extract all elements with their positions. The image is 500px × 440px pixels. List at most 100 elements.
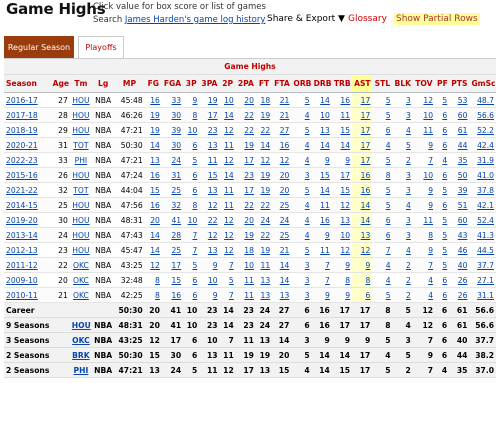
- cell-pf[interactable]: 5: [435, 257, 450, 273]
- cell-season[interactable]: 2022-23: [4, 152, 51, 168]
- cell-2pa[interactable]: 23: [235, 167, 256, 183]
- cell-3p[interactable]: 7: [183, 227, 200, 243]
- cell-ft[interactable]: 11: [255, 257, 273, 273]
- cell-stl[interactable]: 5: [372, 152, 393, 168]
- cell-drb[interactable]: 14: [311, 92, 332, 108]
- column-header-fta[interactable]: FTA: [272, 74, 292, 93]
- cell-stl[interactable]: 5: [372, 107, 393, 123]
- cell-orb[interactable]: 5: [291, 242, 312, 258]
- cell-trb[interactable]: 15: [331, 182, 353, 198]
- column-header-drb[interactable]: DRB: [311, 74, 332, 93]
- cell-gmsc[interactable]: 44.5: [469, 242, 496, 258]
- cell-pts[interactable]: 39: [449, 182, 470, 198]
- cell-tov[interactable]: 4: [412, 287, 436, 303]
- cell-fg[interactable]: 14: [144, 137, 162, 153]
- cell-fg[interactable]: 13: [144, 152, 162, 168]
- cell-fta[interactable]: 21: [272, 107, 292, 123]
- column-header-ast[interactable]: AST ▼: [352, 74, 373, 93]
- summary-cell-tm[interactable]: HOU: [69, 317, 93, 333]
- cell-ast[interactable]: 13: [352, 227, 373, 243]
- cell-ft[interactable]: 19: [255, 242, 273, 258]
- cell-fta[interactable]: 24: [272, 212, 292, 228]
- cell-tm[interactable]: HOU: [69, 242, 93, 258]
- cell-tov[interactable]: 10: [412, 107, 436, 123]
- cell-2pa[interactable]: 22: [235, 107, 256, 123]
- cell-fg[interactable]: 16: [144, 167, 162, 183]
- cell-blk[interactable]: 4: [392, 122, 413, 138]
- cell-ft[interactable]: 13: [255, 272, 273, 288]
- cell-trb[interactable]: 17: [331, 167, 353, 183]
- cell-tm[interactable]: HOU: [69, 212, 93, 228]
- cell-ast[interactable]: 8: [352, 272, 373, 288]
- cell-orb[interactable]: 4: [291, 227, 312, 243]
- cell-3pa[interactable]: 19: [199, 92, 220, 108]
- cell-fta[interactable]: 27: [272, 122, 292, 138]
- cell-ast[interactable]: 14: [352, 212, 373, 228]
- cell-pf[interactable]: 6: [435, 167, 450, 183]
- cell-drb[interactable]: 11: [311, 242, 332, 258]
- cell-pts[interactable]: 60: [449, 212, 470, 228]
- cell-stl[interactable]: 6: [372, 227, 393, 243]
- cell-season[interactable]: 2011-12: [4, 257, 51, 273]
- cell-ast[interactable]: 16: [352, 167, 373, 183]
- cell-orb[interactable]: 4: [291, 212, 312, 228]
- cell-orb[interactable]: 4: [291, 137, 312, 153]
- cell-tm[interactable]: TOT: [69, 137, 93, 153]
- cell-3pa[interactable]: 22: [199, 212, 220, 228]
- cell-tov[interactable]: 11: [412, 122, 436, 138]
- cell-fga[interactable]: 24: [161, 152, 184, 168]
- cell-3p[interactable]: 6: [183, 167, 200, 183]
- cell-pf[interactable]: 6: [435, 272, 450, 288]
- cell-season[interactable]: 2014-15: [4, 197, 51, 213]
- cell-2p[interactable]: 10: [219, 92, 236, 108]
- tab-playoffs[interactable]: Playoffs: [78, 36, 124, 58]
- cell-ft[interactable]: 22: [255, 227, 273, 243]
- cell-tm[interactable]: HOU: [69, 122, 93, 138]
- cell-3p[interactable]: 10: [183, 122, 200, 138]
- column-header-orb[interactable]: ORB: [291, 74, 312, 93]
- cell-pf[interactable]: 5: [435, 242, 450, 258]
- cell-tov[interactable]: 9: [412, 197, 436, 213]
- cell-pts[interactable]: 50: [449, 167, 470, 183]
- cell-blk[interactable]: 2: [392, 257, 413, 273]
- cell-tm[interactable]: PHI: [69, 152, 93, 168]
- cell-pts[interactable]: 40: [449, 257, 470, 273]
- cell-fg[interactable]: 14: [144, 227, 162, 243]
- cell-stl[interactable]: 4: [372, 257, 393, 273]
- cell-stl[interactable]: 5: [372, 197, 393, 213]
- cell-trb[interactable]: 10: [331, 227, 353, 243]
- cell-pts[interactable]: 35: [449, 152, 470, 168]
- game-log-link[interactable]: James Harden's game log history: [124, 15, 266, 25]
- cell-stl[interactable]: 5: [372, 92, 393, 108]
- cell-tm[interactable]: OKC: [69, 257, 93, 273]
- cell-ft[interactable]: 24: [255, 212, 273, 228]
- cell-pf[interactable]: 4: [435, 152, 450, 168]
- cell-gmsc[interactable]: 41.3: [469, 227, 496, 243]
- cell-trb[interactable]: 9: [331, 287, 353, 303]
- cell-2p[interactable]: 14: [219, 107, 236, 123]
- column-header-blk[interactable]: BLK: [392, 74, 413, 93]
- cell-3p[interactable]: 6: [183, 287, 200, 303]
- cell-tm[interactable]: OKC: [69, 287, 93, 303]
- cell-pts[interactable]: 26: [449, 287, 470, 303]
- cell-tm[interactable]: OKC: [69, 272, 93, 288]
- cell-ft[interactable]: 14: [255, 137, 273, 153]
- cell-tm[interactable]: HOU: [69, 92, 93, 108]
- cell-drb[interactable]: 9: [311, 287, 332, 303]
- cell-fga[interactable]: 15: [161, 272, 184, 288]
- cell-ft[interactable]: 19: [255, 182, 273, 198]
- cell-trb[interactable]: 13: [331, 212, 353, 228]
- cell-ft[interactable]: 22: [255, 122, 273, 138]
- cell-3pa[interactable]: 9: [199, 287, 220, 303]
- cell-fta[interactable]: 21: [272, 92, 292, 108]
- cell-ast[interactable]: 9: [352, 257, 373, 273]
- cell-stl[interactable]: 8: [372, 167, 393, 183]
- cell-stl[interactable]: 4: [372, 272, 393, 288]
- cell-tov[interactable]: 7: [412, 152, 436, 168]
- cell-ft[interactable]: 13: [255, 287, 273, 303]
- cell-fta[interactable]: 20: [272, 182, 292, 198]
- cell-orb[interactable]: 5: [291, 122, 312, 138]
- cell-pf[interactable]: 5: [435, 227, 450, 243]
- cell-pf[interactable]: 6: [435, 137, 450, 153]
- share-export-button[interactable]: Share & Export ▼: [267, 14, 345, 24]
